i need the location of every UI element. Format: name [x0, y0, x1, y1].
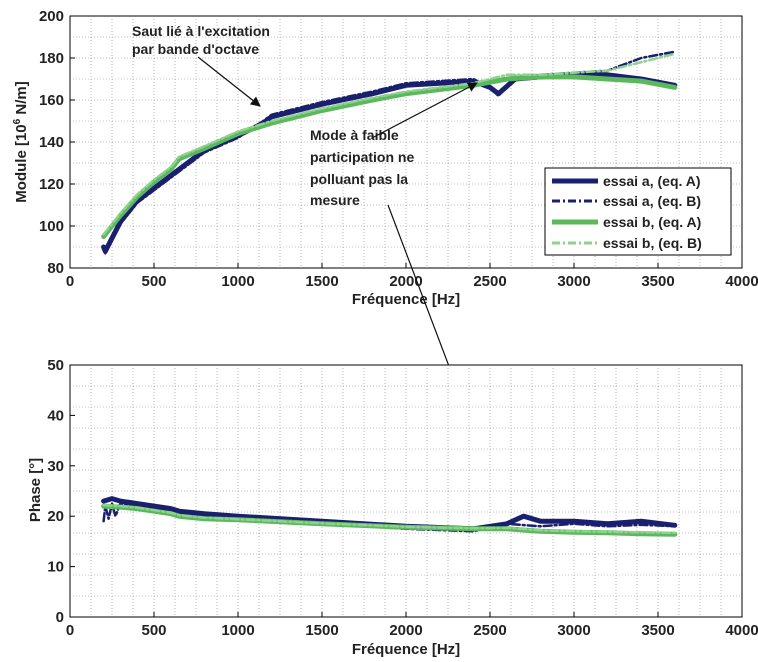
legend-label-a-eqA: essai a, (eq. A)	[603, 173, 701, 189]
annotation-mode: Mode à faible participation ne polluant …	[310, 82, 505, 510]
module-x-tick-label: 500	[141, 273, 166, 290]
phase-x-tick-label: 1500	[305, 622, 338, 639]
phase-y-tick-label: 10	[47, 559, 64, 576]
module-y-tick-label: 120	[39, 176, 64, 193]
module-y-tick-label: 200	[39, 8, 64, 25]
annotation-mode-line-3: polluant pas la	[310, 171, 408, 187]
phase-plot-series	[101, 496, 678, 537]
phase-y-tick-label: 0	[56, 609, 64, 626]
annotation-mode-arrow-top	[371, 82, 478, 139]
module-series-4	[102, 52, 677, 236]
phase-plot-grid	[70, 365, 742, 617]
module-plot-grid	[70, 16, 742, 268]
module-x-tick-label: 4000	[725, 273, 758, 290]
module-x-tick-label: 1000	[221, 273, 254, 290]
phase-y-ticks: 0 10 20 30 40 50	[47, 357, 75, 626]
phase-x-axis-label: Fréquence [Hz]	[352, 641, 460, 658]
legend-label-b-eqB: essai b, (eq. B)	[603, 235, 702, 251]
module-y-tick-label: 100	[39, 218, 64, 235]
legend-label-a-eqB: essai a, (eq. B)	[603, 193, 701, 209]
phase-series-4	[102, 503, 677, 535]
module-x-ticks: 0 500 1000 1500 2000 2500 3000 3500 4000	[66, 263, 758, 290]
phase-x-tick-label: 2500	[473, 622, 506, 639]
phase-y-tick-label: 40	[47, 407, 64, 424]
phase-x-tick-label: 3000	[557, 622, 590, 639]
phase-y-tick-label: 50	[47, 357, 64, 374]
phase-x-tick-label: 3500	[641, 622, 674, 639]
module-x-tick-label: 2500	[473, 273, 506, 290]
annotation-saut-line-1: Saut lié à l'excitation	[132, 23, 270, 39]
module-y-tick-label: 140	[39, 134, 64, 151]
phase-x-tick-label: 500	[141, 622, 166, 639]
phase-x-tick-label: 0	[66, 622, 74, 639]
module-x-tick-label: 2000	[389, 273, 422, 290]
legend: essai a, (eq. A) essai a, (eq. B) essai …	[544, 167, 732, 256]
module-y-tick-label: 80	[47, 260, 64, 277]
module-y-tick-label: 160	[39, 92, 64, 109]
phase-y-tick-label: 30	[47, 458, 64, 475]
module-plot-series	[101, 50, 678, 255]
phase-x-ticks: 0 500 1000 1500 2000 2500 3000 3500 4000	[66, 612, 758, 639]
module-y-ticks: 80 100 120 140 160 180 200	[39, 8, 75, 277]
phase-x-tick-label: 1000	[221, 622, 254, 639]
phase-x-tick-label: 4000	[725, 622, 758, 639]
module-x-tick-label: 3500	[641, 273, 674, 290]
module-x-axis-label: Fréquence [Hz]	[352, 291, 460, 308]
module-series-3	[101, 74, 678, 239]
phase-x-tick-label: 2000	[389, 622, 422, 639]
annotation-mode-line-1: Mode à faible	[310, 127, 399, 143]
annotation-mode-line-4: mesure	[310, 192, 360, 208]
module-x-tick-label: 1500	[305, 273, 338, 290]
legend-label-b-eqA: essai b, (eq. A)	[603, 214, 701, 230]
annotation-saut-line-2: par bande d'octave	[132, 41, 259, 57]
phase-plot: 0 500 1000 1500 2000 2500 3000 3500 4000 0 10 20 30…	[27, 357, 758, 658]
annotation-mode-line-2: participation ne	[310, 149, 414, 165]
phase-y-tick-label: 20	[47, 508, 64, 525]
phase-y-axis-label: Phase [°]	[27, 458, 44, 522]
module-y-tick-label: 180	[39, 50, 64, 67]
annotation-saut-arrow	[197, 56, 261, 107]
annotation-saut: Saut lié à l'excitation par bande d'octa…	[132, 23, 270, 107]
module-x-tick-label: 3000	[557, 273, 590, 290]
module-plot: 0 500 1000 1500 2000 2500 3000 3500 4000 80 100 12…	[12, 8, 758, 510]
module-y-axis-label: Module [106 N/m]	[12, 81, 30, 202]
module-x-tick-label: 0	[66, 273, 74, 290]
